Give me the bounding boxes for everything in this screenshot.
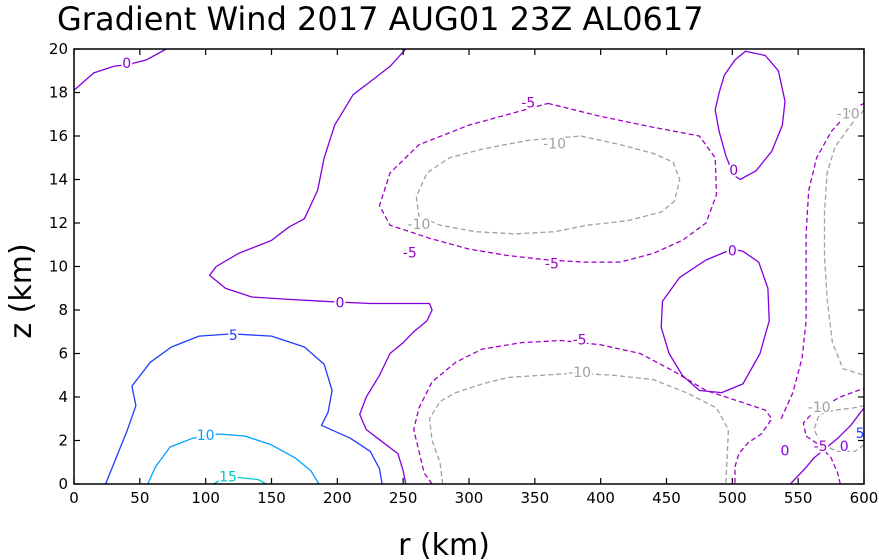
contour-line-zero-1 xyxy=(208,48,433,485)
contour-line-pos5-13 xyxy=(104,333,383,485)
x-tick-label: 550 xyxy=(784,489,813,507)
y-tick-label: 8 xyxy=(58,301,68,319)
contour-line-neg5-5 xyxy=(378,102,718,263)
contour-line-neg5-8 xyxy=(802,387,865,485)
y-axis-label: z (km) xyxy=(4,243,39,338)
x-tick-label: 400 xyxy=(586,489,615,507)
y-tick-label: 14 xyxy=(49,171,68,189)
x-tick-label: 100 xyxy=(191,489,220,507)
x-tick-label: 450 xyxy=(652,489,681,507)
contour-label: 0 xyxy=(781,443,790,459)
contour-label: 5 xyxy=(856,426,865,442)
y-tick-label: 18 xyxy=(49,84,68,102)
contour-line-zero-4 xyxy=(789,407,865,485)
y-tick-label: 20 xyxy=(49,40,68,58)
contour-line-neg10-12 xyxy=(813,405,865,453)
contour-label: -10 xyxy=(808,400,831,416)
x-axis-label: r (km) xyxy=(398,528,490,560)
x-tick-label: 500 xyxy=(718,489,747,507)
contour-label: 0 xyxy=(122,56,131,72)
contour-line-neg10-10 xyxy=(428,372,730,485)
y-tick-label: 16 xyxy=(49,127,68,145)
contour-label: -5 xyxy=(573,332,587,348)
x-axis-ticks: 0 50 100 150 200 250 300 350 400 450 500 550 600 xyxy=(69,49,878,507)
contour-label: 15 xyxy=(219,469,237,485)
contour-line-zero-2 xyxy=(714,50,786,181)
x-tick-label: 600 xyxy=(850,489,879,507)
contour-label: -10 xyxy=(543,137,566,153)
x-tick-label: 250 xyxy=(389,489,418,507)
y-axis-ticks: 0 2 4 6 8 10 12 14 16 18 20 xyxy=(49,40,864,493)
contour-lines xyxy=(73,48,865,485)
contour-label: -5 xyxy=(814,439,828,455)
x-tick-label: 50 xyxy=(130,489,149,507)
x-tick-label: 300 xyxy=(455,489,484,507)
contour-label: -10 xyxy=(408,217,431,233)
y-tick-label: 4 xyxy=(58,388,68,406)
contour-label: 0 xyxy=(336,295,345,311)
contour-label: 0 xyxy=(728,243,737,259)
contour-label: -5 xyxy=(403,245,417,261)
contour-label: 0 xyxy=(840,439,849,455)
y-tick-label: 2 xyxy=(58,432,68,450)
contour-line-neg10-9 xyxy=(415,135,681,235)
contour-label: -5 xyxy=(521,95,535,111)
x-tick-label: 200 xyxy=(323,489,352,507)
y-tick-label: 6 xyxy=(58,345,68,363)
contour-line-neg10-11 xyxy=(823,109,865,376)
contour-line-neg5-6 xyxy=(413,339,773,485)
contour-line-neg5-7 xyxy=(780,102,865,420)
contour-label: 10 xyxy=(197,428,215,444)
contour-line-pos10-14 xyxy=(147,433,320,485)
x-tick-label: 0 xyxy=(69,489,79,507)
contour-line-pos15-15 xyxy=(213,476,267,485)
contour-line-zero-3 xyxy=(660,248,770,394)
contour-label: 0 xyxy=(729,163,738,179)
contour-label: -10 xyxy=(837,106,860,122)
x-tick-label: 350 xyxy=(521,489,550,507)
contour-label: -5 xyxy=(545,256,559,272)
contour-label: -10 xyxy=(568,365,591,381)
contour-label: 5 xyxy=(229,328,238,344)
y-tick-label: 0 xyxy=(58,475,68,493)
y-tick-label: 10 xyxy=(49,258,68,276)
x-tick-label: 150 xyxy=(257,489,286,507)
contour-line-zero-0 xyxy=(73,48,167,91)
chart-title: Gradient Wind 2017 AUG01 23Z AL0617 xyxy=(57,0,704,38)
y-tick-label: 12 xyxy=(49,214,68,232)
plot-frame xyxy=(73,48,865,485)
